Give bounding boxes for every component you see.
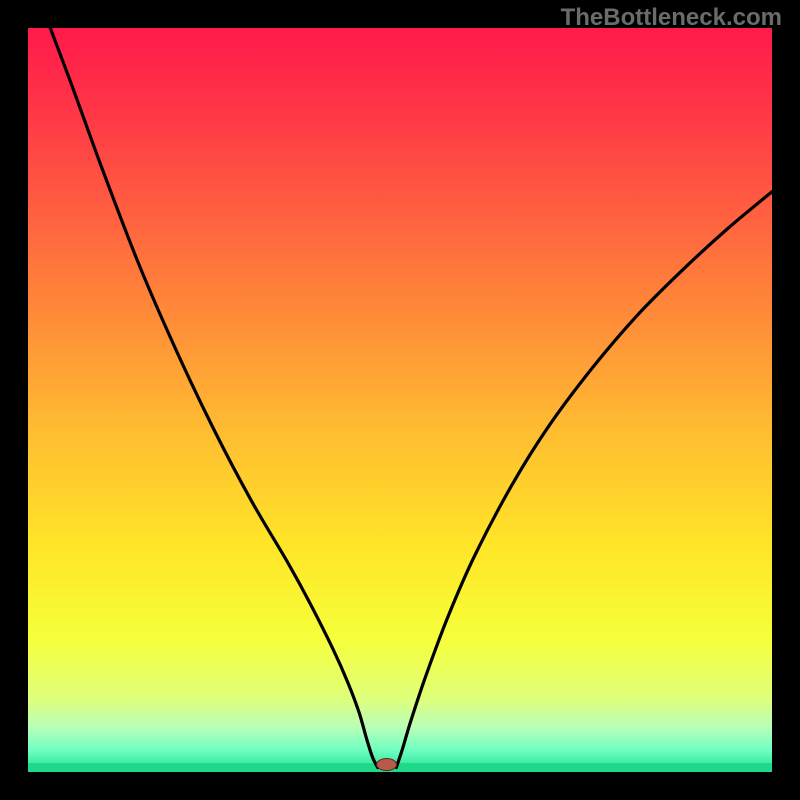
heat-gradient-background (28, 28, 772, 772)
plot-svg (28, 28, 772, 772)
optimum-marker (377, 759, 397, 771)
watermark-text: TheBottleneck.com (561, 4, 782, 32)
figure-root: TheBottleneck.com (0, 0, 800, 800)
bottom-green-band (28, 763, 772, 772)
plot-area (28, 28, 772, 772)
